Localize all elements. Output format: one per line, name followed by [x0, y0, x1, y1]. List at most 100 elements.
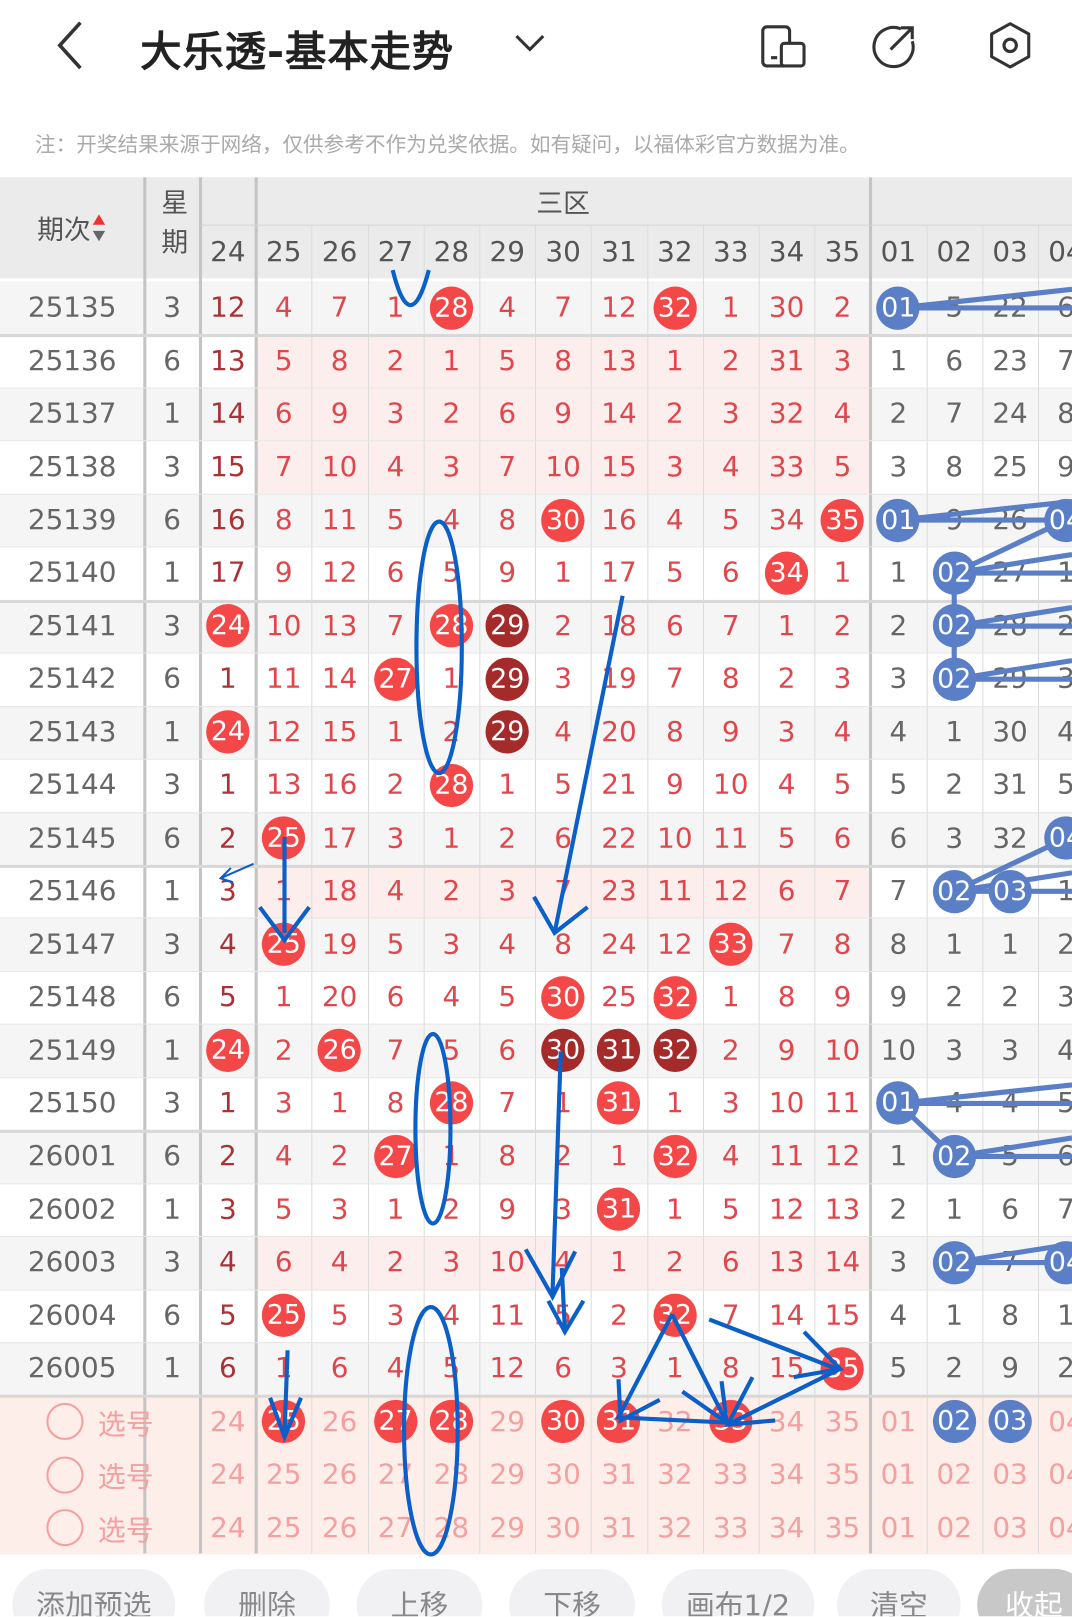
select-number[interactable]: 33 [703, 1501, 759, 1554]
number-cell: 12 [479, 1342, 535, 1395]
select-number[interactable]: 30 [535, 1501, 591, 1554]
select-number[interactable]: 34 [759, 1395, 815, 1448]
select-back-number[interactable]: 03 [982, 1448, 1038, 1501]
select-back-number[interactable]: 01 [870, 1501, 926, 1554]
number-cell: 4 [423, 971, 479, 1024]
clear-button[interactable]: 清空 [837, 1568, 961, 1617]
omission-value: 3 [219, 1193, 237, 1226]
select-back-number[interactable]: 03 [982, 1501, 1038, 1554]
weekday-cell: 1 [163, 875, 182, 908]
select-number[interactable]: 27 [368, 1501, 424, 1554]
number-cell: 1 [256, 1342, 312, 1395]
row-divider [0, 811, 1072, 813]
omission-value: 10 [266, 610, 302, 643]
select-number[interactable]: 33 [703, 1448, 759, 1501]
title-dropdown[interactable] [513, 31, 546, 60]
select-number-label: 26 [321, 1458, 358, 1491]
select-number[interactable]: 32 [647, 1395, 703, 1448]
select-number[interactable]: 25 [256, 1501, 312, 1554]
select-number[interactable]: 30 [535, 1448, 591, 1501]
omission-value: 7 [833, 875, 852, 908]
select-number[interactable]: 30 [535, 1395, 591, 1448]
add-preselect-button[interactable]: 添加预选 [12, 1568, 176, 1617]
select-back-number[interactable]: 04 [1038, 1448, 1072, 1501]
select-number[interactable]: 24 [200, 1501, 256, 1554]
period-header-sort[interactable]: 期次 [0, 177, 144, 278]
select-number[interactable]: 27 [368, 1395, 424, 1448]
number-cell: 4 [815, 387, 871, 440]
number-cell: 1 [647, 1183, 703, 1236]
number-cell: 5 [368, 918, 424, 971]
number-cell: 12 [815, 1130, 871, 1183]
select-back-number[interactable]: 01 [870, 1448, 926, 1501]
select-number-label: 33 [713, 1458, 749, 1491]
select-number[interactable]: 25 [256, 1395, 312, 1448]
omission-value: 4 [833, 398, 852, 430]
select-number[interactable]: 32 [647, 1501, 703, 1554]
number-cell: 4 [368, 865, 424, 918]
select-number[interactable]: 29 [479, 1501, 535, 1554]
select-back-number[interactable]: 03 [982, 1395, 1038, 1448]
select-number[interactable]: 33 [703, 1395, 759, 1448]
settings-button[interactable] [986, 21, 1033, 75]
select-back-number[interactable]: 04 [1038, 1501, 1072, 1554]
select-number[interactable]: 26 [312, 1448, 368, 1501]
select-number[interactable]: 28 [423, 1395, 479, 1448]
select-back-number[interactable]: 02 [926, 1395, 982, 1448]
omission-value: 7 [498, 1087, 517, 1120]
omission-value: 6 [386, 557, 405, 590]
omission-value: 4 [945, 1087, 964, 1120]
share-button[interactable] [870, 23, 917, 75]
omission-value: 1 [721, 291, 740, 324]
drawn-ball: 30 [541, 1028, 585, 1073]
select-number[interactable]: 29 [479, 1395, 535, 1448]
selected-ball: 31 [597, 1399, 641, 1444]
number-cell: 6 [256, 387, 312, 440]
select-number[interactable]: 24 [200, 1448, 256, 1501]
move-down-button[interactable]: 下移 [509, 1568, 635, 1617]
weekday-cell: 3 [163, 291, 182, 324]
move-up-button[interactable]: 上移 [356, 1568, 483, 1617]
select-number[interactable]: 35 [815, 1501, 871, 1554]
omission-value: 25 [601, 981, 637, 1014]
select-back-number[interactable]: 02 [926, 1501, 982, 1554]
select-number[interactable]: 27 [368, 1448, 424, 1501]
select-back-number[interactable]: 02 [926, 1448, 982, 1501]
select-number[interactable]: 34 [759, 1448, 815, 1501]
select-number[interactable]: 34 [759, 1501, 815, 1554]
select-row-toggle[interactable]: 选号 [0, 1395, 200, 1448]
layout-button[interactable] [761, 23, 808, 75]
number-cell: 14 [759, 1289, 815, 1342]
select-back-number[interactable]: 01 [870, 1395, 926, 1448]
select-number[interactable]: 25 [256, 1448, 312, 1501]
select-row-toggle[interactable]: 选号 [0, 1501, 200, 1554]
select-number[interactable]: 31 [591, 1501, 647, 1554]
omission-value: 3 [721, 398, 740, 430]
select-number[interactable]: 24 [200, 1395, 256, 1448]
collapse-button[interactable]: 收起 [977, 1568, 1072, 1617]
select-number[interactable]: 28 [423, 1501, 479, 1554]
drawn-back-ball: 01 [876, 498, 920, 542]
select-number[interactable]: 35 [815, 1448, 871, 1501]
select-number[interactable]: 31 [591, 1448, 647, 1501]
number-cell: 5 [479, 334, 535, 387]
select-number[interactable]: 32 [647, 1448, 703, 1501]
select-number[interactable]: 26 [312, 1395, 368, 1448]
select-number[interactable]: 31 [591, 1395, 647, 1448]
weekday-cell: 3 [163, 928, 182, 961]
number-cell: 11 [815, 1077, 871, 1130]
select-back-number[interactable]: 04 [1038, 1395, 1072, 1448]
back-number-cell: 04 [1038, 1236, 1072, 1289]
select-number[interactable]: 29 [479, 1448, 535, 1501]
select-number[interactable]: 26 [312, 1501, 368, 1554]
omission-value: 3 [945, 1034, 964, 1067]
omission-value: 1 [554, 1087, 572, 1120]
select-number[interactable]: 28 [423, 1448, 479, 1501]
select-row-toggle[interactable]: 选号 [0, 1448, 200, 1501]
back-button[interactable] [49, 19, 90, 73]
select-number[interactable]: 35 [815, 1395, 871, 1448]
canvas-page-button[interactable]: 画布1/2 [661, 1568, 815, 1617]
omission-value: 8 [498, 1140, 517, 1173]
column-divider [423, 224, 425, 1554]
delete-button[interactable]: 删除 [204, 1568, 330, 1617]
